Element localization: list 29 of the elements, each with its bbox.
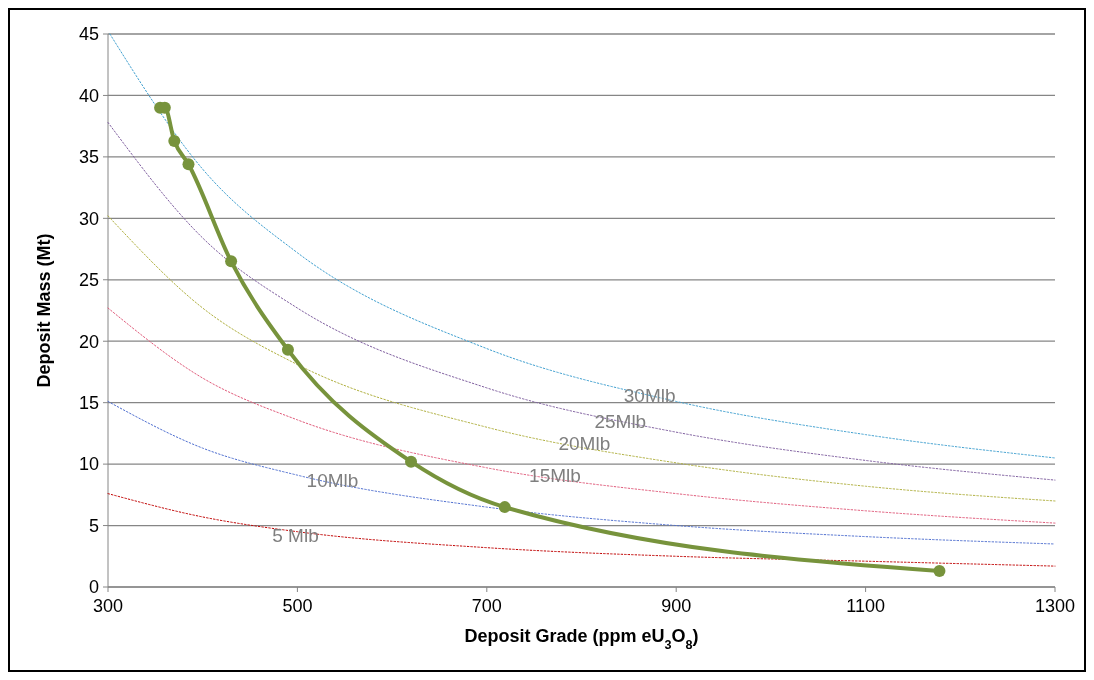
x-tick-label: 700 [471,596,502,616]
y-tick-label: 40 [78,85,99,106]
point [225,255,238,268]
point [933,565,946,578]
y-tick-label: 5 [88,515,99,536]
x-tick-label: 900 [661,596,692,616]
x-tick-label: 300 [92,596,124,616]
annotation: 10Mlb [306,469,359,491]
y-tick-label: 25 [78,270,99,291]
x-tick-label: 1100 [846,596,885,616]
y-axis-title: Deposit Mass (Mt) [34,233,54,388]
y-tick-label: 10 [78,454,99,475]
y-tick-label: 20 [78,331,99,352]
point [182,158,195,171]
annotation: 5 Mlb [272,525,319,547]
annotation: 20Mlb [558,432,611,454]
y-tick-label: 35 [78,147,99,168]
point [405,455,418,468]
y-tick-label: 45 [78,24,99,45]
point [498,501,511,514]
point [281,343,294,356]
point [168,134,181,147]
x-tick-label: 1300 [1034,596,1076,616]
y-tick-label: 30 [78,208,99,229]
annotation: 15Mlb [529,464,581,486]
x-tick-label: 500 [282,596,313,616]
y-tick-label: 15 [78,392,99,413]
y-tick-label: 0 [88,577,99,598]
x-axis-title: Deposit Grade (ppm eU$_{3}$O$_{8}$) [464,626,699,652]
